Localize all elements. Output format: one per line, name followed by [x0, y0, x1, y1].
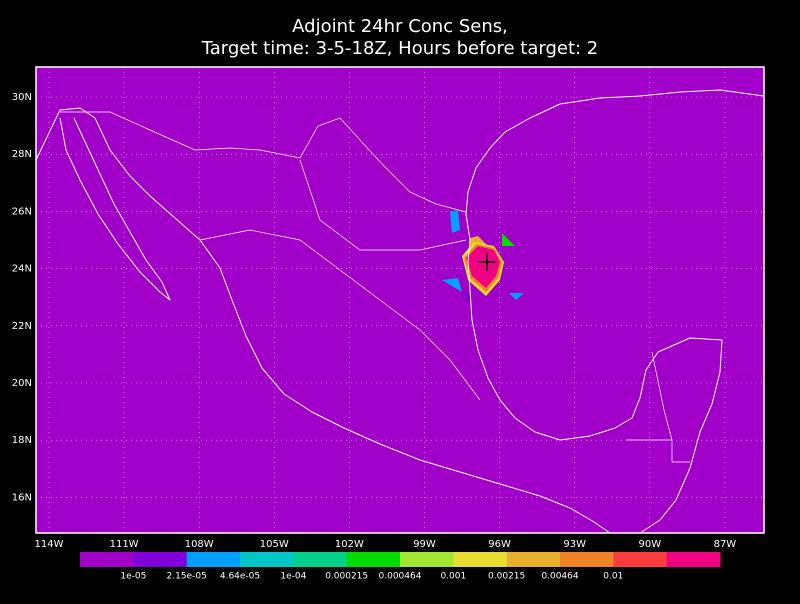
colorbar-box: [240, 552, 294, 567]
lon-label: 87W: [714, 539, 737, 550]
colorbar-label: 0.001: [440, 572, 466, 582]
lat-label: 20N: [12, 378, 32, 389]
title-line: Adjoint 24hr Conc Sens,: [292, 16, 508, 37]
colorbar-label: 4.64e-05: [220, 572, 260, 582]
sensitivity-plume: [442, 210, 524, 308]
colorbar-box: [80, 552, 134, 567]
contour-patch: [509, 293, 524, 300]
colorbar-label: 0.01: [603, 572, 623, 582]
coastline: [465, 89, 765, 534]
colorbar-box: [560, 552, 614, 567]
lat-label: 24N: [12, 264, 32, 275]
colorbar-label: 1e-04: [280, 572, 306, 582]
lon-label: 111W: [110, 539, 139, 550]
lon-label: 114W: [35, 539, 64, 550]
map-area: [36, 67, 764, 533]
lon-label: 105W: [260, 539, 289, 550]
lon-label: 96W: [488, 539, 511, 550]
colorbar-label: 0.00464: [541, 572, 578, 582]
colorbar-box: [293, 552, 348, 567]
colorbar-box: [506, 552, 561, 567]
lon-label: 99W: [413, 539, 436, 550]
lat-label: 30N: [12, 92, 32, 103]
border: [60, 111, 467, 213]
lat-label: 18N: [12, 435, 32, 446]
border: [626, 439, 690, 463]
lat-label: 26N: [12, 206, 32, 217]
title-line: Target time: 3-5-18Z, Hours before targe…: [201, 38, 599, 59]
colorbar-label: 0.000215: [325, 572, 368, 582]
map-frame: [35, 66, 765, 534]
colorbar-box: [666, 552, 721, 567]
contour-patch: [502, 233, 515, 246]
lat-label: 16N: [12, 492, 32, 503]
colorbar-box: [453, 552, 508, 567]
lat-label: 28N: [12, 149, 32, 160]
lon-label: 93W: [563, 539, 586, 550]
colorbar-box: [133, 552, 188, 567]
coastline: [59, 117, 171, 301]
coastlines: [35, 89, 765, 534]
border: [199, 229, 481, 401]
lon-label: 102W: [335, 539, 364, 550]
colorbar-box: [400, 552, 454, 567]
border: [651, 351, 673, 441]
colorbar-box: [186, 552, 241, 567]
contour-patch: [442, 278, 462, 292]
contour-patch: [462, 292, 472, 308]
contour-patch: [450, 210, 460, 233]
colorbar-label: 0.00215: [488, 572, 525, 582]
lon-label: 108W: [185, 539, 214, 550]
lat-label: 22N: [12, 321, 32, 332]
colorbar-label: 1e-05: [120, 572, 146, 582]
border: [299, 159, 467, 251]
colorbar-label: 2.15e-05: [167, 572, 207, 582]
colorbar-label: 0.000464: [379, 572, 422, 582]
lon-label: 90W: [638, 539, 661, 550]
axis-labels: 30N 28N 26N 24N 22N 20N 18N 16N 114W 111W 108W 105W…: [12, 92, 737, 550]
colorbar-box: [346, 552, 401, 567]
colorbar-box: [613, 552, 668, 567]
coastline: [35, 107, 611, 534]
contour-patch: [466, 246, 500, 288]
colorbar: 1e-05 2.15e-05 4.64e-05 1e-04 0.000215 0.0004…: [80, 552, 721, 582]
